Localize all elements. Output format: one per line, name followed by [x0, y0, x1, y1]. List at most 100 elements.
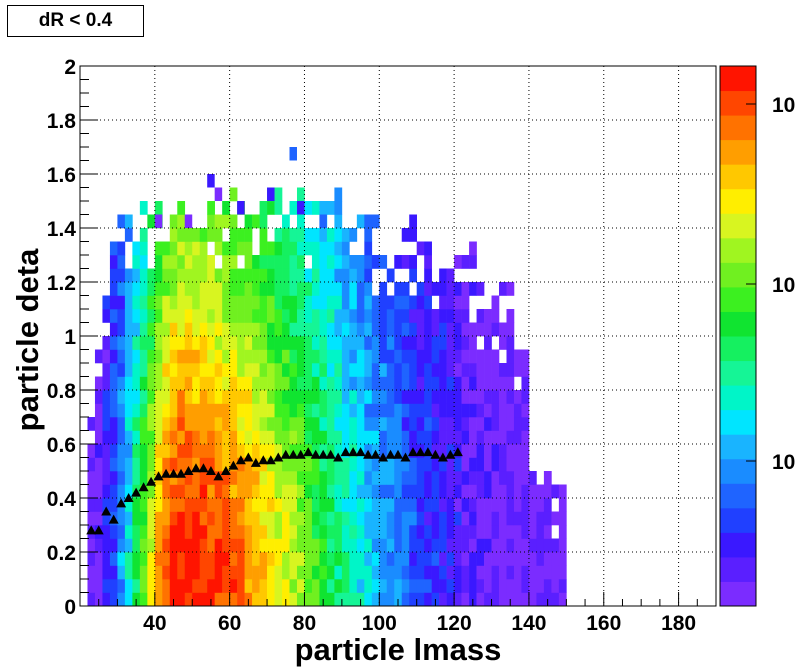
heatmap-cell	[117, 376, 126, 391]
heatmap-cell	[364, 579, 373, 593]
heatmap-cell	[513, 579, 522, 593]
heatmap-cell	[513, 457, 522, 472]
heatmap-cell	[139, 471, 148, 485]
heatmap-cell	[132, 525, 141, 539]
heatmap-cell	[117, 552, 126, 566]
heatmap-cell	[267, 295, 275, 310]
heatmap-cell	[469, 538, 477, 553]
colorbar-swatch	[720, 237, 756, 263]
heatmap-cell	[326, 363, 335, 377]
heatmap-cell	[454, 579, 462, 593]
heatmap-cell	[454, 511, 462, 526]
heatmap-cell	[551, 484, 560, 499]
heatmap-cell	[177, 363, 186, 377]
heatmap-cell	[506, 376, 515, 391]
heatmap-cell	[229, 268, 238, 283]
heatmap-cell	[207, 322, 215, 337]
heatmap-cell	[446, 552, 455, 566]
heatmap-cell	[439, 390, 447, 404]
heatmap-cell	[289, 592, 298, 607]
heatmap-cell	[469, 444, 477, 458]
heatmap-cell	[364, 241, 373, 256]
heatmap-cell	[476, 309, 485, 323]
heatmap-cell	[356, 552, 365, 566]
profile-marker	[318, 449, 329, 459]
heatmap-cell	[192, 322, 201, 337]
heatmap-cell	[326, 457, 335, 472]
heatmap-cell	[304, 363, 313, 377]
heatmap-cell	[109, 376, 118, 391]
heatmap-cell	[139, 295, 148, 310]
heatmap-cell	[454, 484, 462, 499]
heatmap-cell	[252, 525, 260, 539]
heatmap-cell	[371, 579, 380, 593]
heatmap-cell	[207, 201, 215, 215]
heatmap-cell	[237, 201, 245, 215]
heatmap-cell	[356, 538, 365, 553]
heatmap-cell	[439, 592, 447, 607]
heatmap-cell	[259, 565, 268, 580]
heatmap-cell	[169, 241, 178, 256]
heatmap-cell	[424, 268, 432, 283]
heatmap-cell	[424, 363, 432, 377]
heatmap-cell	[386, 498, 395, 512]
heatmap-cell	[311, 592, 320, 607]
heatmap-cell	[162, 552, 171, 566]
heatmap-cell	[117, 349, 126, 364]
heatmap-cell	[147, 403, 156, 418]
heatmap-cell	[319, 390, 328, 404]
heatmap-cell	[311, 525, 320, 539]
heatmap-cell	[199, 417, 208, 431]
heatmap-cell	[267, 282, 275, 296]
heatmap-cell	[424, 376, 432, 391]
heatmap-cell	[102, 417, 111, 431]
heatmap-cell	[431, 565, 440, 580]
heatmap-cell	[364, 376, 373, 391]
heatmap-cell	[252, 579, 260, 593]
heatmap-cell	[139, 498, 148, 512]
heatmap-cell	[356, 390, 365, 404]
heatmap-cell	[274, 471, 283, 485]
heatmap-cell	[132, 457, 141, 472]
heatmap-cell	[319, 214, 327, 228]
heatmap-cell	[356, 484, 365, 499]
heatmap-cell	[192, 403, 201, 418]
heatmap-cell	[282, 471, 290, 485]
heatmap-cell	[237, 309, 245, 323]
heatmap-cell	[199, 403, 208, 418]
heatmap-cell	[349, 390, 358, 404]
heatmap-cell	[506, 484, 515, 499]
heatmap-cell	[132, 498, 141, 512]
heatmap-cell	[304, 322, 313, 337]
heatmap-cell	[521, 417, 530, 431]
heatmap-cell	[139, 201, 148, 215]
heatmap-cell	[102, 511, 111, 526]
heatmap-cell	[282, 430, 290, 445]
heatmap-cell	[282, 565, 290, 580]
heatmap-cell	[139, 390, 148, 404]
heatmap-cell	[252, 484, 260, 499]
heatmap-cell	[282, 417, 290, 431]
heatmap-cell	[513, 525, 522, 539]
heatmap-cell	[244, 538, 253, 553]
heatmap-cell	[379, 565, 388, 580]
heatmap-cell	[192, 241, 201, 256]
heatmap-cell	[192, 295, 201, 310]
heatmap-cell	[439, 309, 447, 323]
profile-marker	[415, 447, 426, 457]
heatmap-cell	[94, 430, 103, 445]
heatmap-cell	[461, 255, 470, 269]
heatmap-cell	[184, 525, 193, 539]
heatmap-cell	[274, 322, 283, 337]
heatmap-cell	[162, 295, 171, 310]
heatmap-cell	[222, 471, 230, 485]
heatmap-cell	[94, 390, 103, 404]
heatmap-cell	[521, 579, 530, 593]
heatmap-cell	[87, 565, 96, 580]
colorbar-swatch	[720, 434, 756, 460]
heatmap-cell	[439, 511, 447, 526]
heatmap-cell	[229, 538, 238, 553]
heatmap-cell	[424, 322, 432, 337]
heatmap-cell	[154, 552, 163, 566]
heatmap-cell	[282, 579, 290, 593]
